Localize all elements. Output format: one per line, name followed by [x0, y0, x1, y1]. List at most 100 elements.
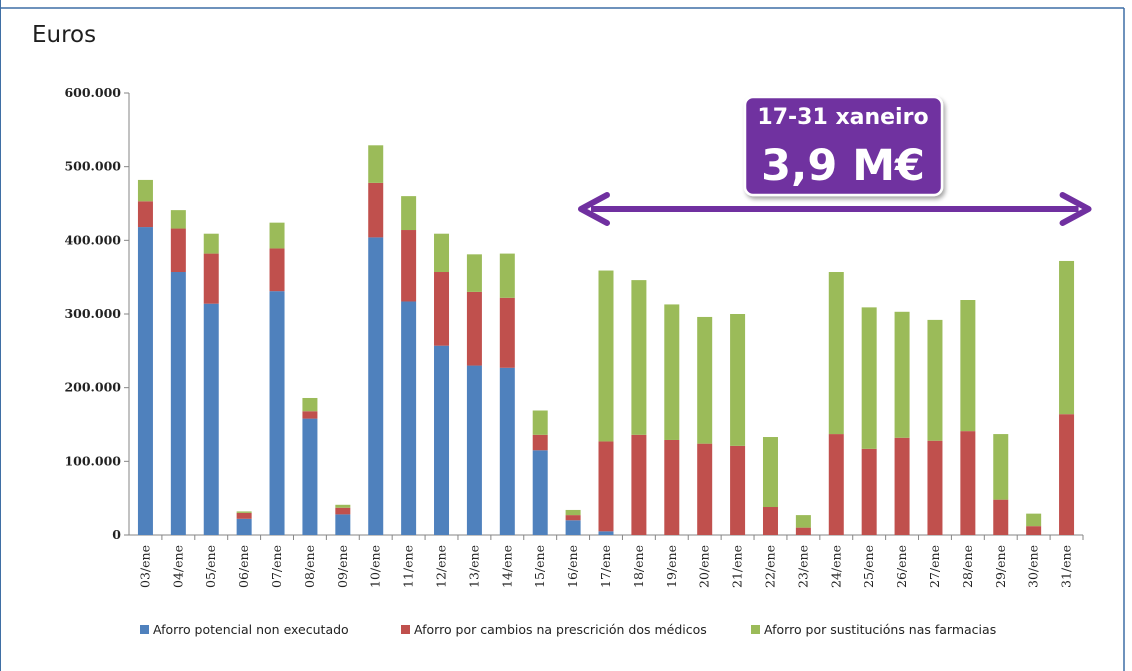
range-arrow [578, 192, 1092, 226]
bar-segment [795, 515, 811, 528]
bar-segment [368, 182, 384, 238]
legend-swatch [401, 625, 410, 634]
bar-segment [762, 507, 778, 535]
bar-segment [861, 307, 877, 449]
bar-segment [960, 431, 976, 535]
arrow-head-left [578, 192, 610, 226]
bar-segment [1026, 526, 1042, 535]
bar-segment [302, 397, 318, 412]
bar-segment [927, 440, 943, 535]
bar-segment [401, 196, 417, 231]
bar-segment [631, 434, 647, 535]
bar-segment [828, 434, 844, 535]
x-tick-label: 26/ene [894, 545, 909, 588]
bar-segment [960, 300, 976, 432]
bar-segment [466, 254, 482, 292]
bar-segment [499, 297, 515, 368]
bar-segment [466, 291, 482, 366]
x-tick-label: 09/ene [335, 545, 350, 588]
bar-segment [565, 509, 581, 516]
bar-segment [828, 272, 844, 435]
callout-value: 3,9 M€ [761, 141, 925, 191]
legend-swatch [140, 625, 149, 634]
x-tick-label: 21/ene [730, 545, 745, 588]
bar-segment [236, 511, 252, 513]
bar-segment [434, 272, 450, 346]
bar-segment [335, 507, 351, 515]
bar-segment [894, 311, 910, 438]
y-tick-label: 100.000 [64, 453, 121, 468]
bar-segment [269, 291, 285, 535]
callout-subtitle: 17-31 xaneiro [757, 105, 928, 130]
bar-segment [730, 314, 746, 446]
bar-segment [927, 319, 943, 441]
x-tick-label: 19/ene [664, 545, 679, 588]
x-tick-label: 24/ene [828, 545, 843, 588]
x-tick-label: 11/ene [401, 545, 416, 588]
callout-box [743, 95, 944, 197]
bar-segment [302, 411, 318, 419]
bar-segment [565, 515, 581, 521]
bar-segment [203, 253, 219, 304]
legend-entry: Aforro por sustitucións nas farmacias [764, 622, 996, 637]
x-tick-label: 03/ene [137, 545, 152, 588]
x-tick-label: 14/ene [499, 545, 514, 588]
bar-segment [137, 227, 153, 535]
x-tick-label: 06/ene [236, 545, 251, 588]
x-tick-label: 05/ene [203, 545, 218, 588]
bar-segment [499, 253, 515, 298]
x-tick-label: 28/ene [960, 545, 975, 588]
x-tick-label: 04/ene [170, 545, 185, 588]
x-tick-label: 27/ene [927, 545, 942, 588]
x-tick-label: 08/ene [302, 545, 317, 588]
bar-segment [993, 499, 1009, 535]
bar-segment [368, 145, 384, 183]
y-tick-labels: 0 100.000 200.000 300.000 400.000 500.000 600.… [64, 85, 121, 542]
x-tick-label: 30/ene [1026, 545, 1041, 588]
bars [137, 145, 1075, 536]
bar-segment [1059, 260, 1075, 415]
bar-segment [137, 179, 153, 202]
bar-segment [368, 237, 384, 536]
bar-segment [269, 248, 285, 292]
bar-segment [631, 280, 647, 435]
range-annotation: 17-31 xaneiro 3,9 M€ [578, 95, 1092, 226]
bar-segment [401, 230, 417, 302]
bar-segment [170, 272, 186, 535]
bar-segment [335, 514, 351, 535]
bar-segment [302, 418, 318, 535]
bar-segment [532, 450, 548, 535]
x-tick-labels: 03/ene 04/ene 05/ene 06/ene 07/ene 08/ene 09/e… [137, 545, 1073, 588]
bar-segment [598, 270, 614, 442]
bar-segment [532, 410, 548, 435]
bar-segment [598, 531, 614, 535]
bar-segment [762, 437, 778, 508]
bar-segment [401, 301, 417, 535]
x-tick-label: 10/ene [368, 545, 383, 588]
x-tick-label: 25/ene [861, 545, 876, 588]
bar-segment [730, 445, 746, 535]
legend: Aforro potencial non executado Aforro por… [140, 622, 996, 637]
bar-segment [565, 520, 581, 535]
bar-segment [269, 222, 285, 249]
y-axis-unit-label: Euros [32, 22, 97, 48]
bar-segment [993, 434, 1009, 500]
y-tick-label: 200.000 [64, 380, 121, 395]
bar-segment [203, 303, 219, 535]
legend-entry: Aforro potencial non executado [153, 622, 349, 637]
x-tick-label: 23/ene [795, 545, 810, 588]
x-tick-label: 13/ene [466, 545, 481, 588]
bar-segment [664, 439, 680, 535]
legend-swatch [751, 625, 760, 634]
bar-segment [466, 365, 482, 535]
bar-segment [861, 448, 877, 535]
legend-entry: Aforro por cambios na prescrición dos mé… [414, 622, 707, 637]
bar-segment [697, 443, 713, 535]
y-tick-label: 400.000 [64, 232, 121, 247]
bar-segment [664, 304, 680, 440]
x-tick-label: 18/ene [631, 545, 646, 588]
x-tick-label: 12/ene [434, 545, 449, 588]
bar-segment [532, 434, 548, 451]
